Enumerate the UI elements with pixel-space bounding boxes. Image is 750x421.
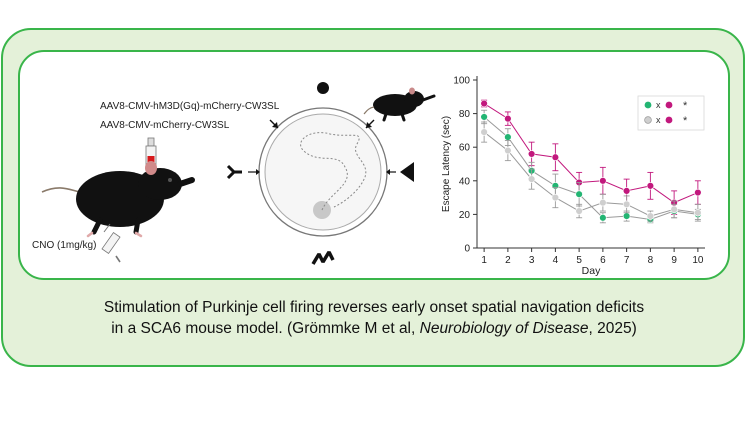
data-point-gray bbox=[646, 212, 655, 220]
y-tick-label: 60 bbox=[459, 143, 471, 154]
data-point-green bbox=[504, 133, 512, 141]
visual-cue-fork-icon bbox=[226, 164, 242, 180]
x-tick-label: 1 bbox=[481, 255, 487, 266]
x-tick-label: 5 bbox=[576, 255, 582, 266]
series-group bbox=[480, 99, 702, 224]
data-point-green bbox=[575, 190, 583, 198]
data-point-gray bbox=[480, 128, 488, 136]
injection-illustration: AAV8-CMV-hM3D(Gq)-mCherry-CW3SL AAV8-CMV… bbox=[32, 101, 280, 263]
swim-path bbox=[300, 132, 367, 211]
legend-row2-mark: x bbox=[656, 115, 661, 125]
data-point-magenta bbox=[622, 187, 631, 195]
legend-green-marker bbox=[644, 101, 652, 109]
data-point-green bbox=[599, 214, 607, 222]
data-point-green bbox=[480, 113, 488, 121]
small-mouse-icon bbox=[363, 87, 436, 122]
data-point-gray bbox=[575, 207, 583, 215]
figure-canvas: AAV8-CMV-hM3D(Gq)-mCherry-CW3SL AAV8-CMV… bbox=[32, 76, 705, 277]
x-tick-label: 2 bbox=[505, 255, 511, 266]
data-point-green bbox=[622, 212, 631, 220]
caption-line-2: in a SCA6 mouse model. (Grömmke M et al,… bbox=[18, 318, 730, 339]
caption-line-2-start: in a SCA6 mouse model. (Grömmke M et al, bbox=[111, 320, 420, 337]
x-tick-label: 9 bbox=[671, 255, 677, 266]
x-tick-label: 6 bbox=[600, 255, 606, 266]
y-tick-label: 80 bbox=[459, 109, 471, 120]
x-axis: 1 2 3 4 5 6 7 8 9 10 bbox=[477, 247, 705, 266]
x-tick-label: 4 bbox=[553, 255, 559, 266]
caption-line-2-end: , 2025) bbox=[588, 320, 637, 337]
legend: x * x * bbox=[637, 95, 705, 131]
mouse-icon bbox=[41, 161, 195, 238]
x-tick-label: 10 bbox=[692, 255, 704, 266]
construct-control-label: AAV8-CMV-mCherry-CW3SL bbox=[100, 120, 230, 131]
y-tick-label: 20 bbox=[459, 210, 471, 221]
x-tick-label: 8 bbox=[648, 255, 654, 266]
visual-cue-circle bbox=[317, 82, 329, 94]
data-point-gray bbox=[527, 175, 536, 183]
series-line-green bbox=[483, 116, 698, 220]
y-tick-label: 0 bbox=[464, 244, 470, 255]
data-point-magenta bbox=[504, 114, 512, 123]
legend-row1-mark: x bbox=[656, 100, 661, 110]
legend-magenta-marker-2 bbox=[665, 116, 673, 124]
legend-gray-marker bbox=[644, 116, 652, 124]
figure-panel: AAV8-CMV-hM3D(Gq)-mCherry-CW3SL AAV8-CMV… bbox=[18, 50, 730, 280]
series-line-magenta bbox=[483, 103, 699, 204]
data-point-magenta bbox=[694, 188, 702, 197]
data-point-gray bbox=[551, 193, 560, 202]
legend-row2-star: * bbox=[683, 115, 688, 127]
visual-cue-zigzag-icon bbox=[311, 251, 335, 265]
data-point-magenta bbox=[646, 182, 655, 190]
data-point-magenta bbox=[527, 150, 536, 158]
y-axis-label: Escape Latency (sec) bbox=[441, 116, 452, 212]
y-axis: 0 20 40 60 80 100 bbox=[453, 76, 478, 255]
data-point-gray bbox=[504, 146, 512, 155]
x-axis-label: Day bbox=[582, 265, 601, 277]
water-maze-illustration bbox=[226, 82, 436, 265]
escape-latency-chart: 0 20 40 60 80 100 1 2 3 4 5 6 7 8 9 10 Escape Latency … bbox=[441, 76, 705, 277]
data-point-gray bbox=[599, 198, 607, 207]
series-line-gray bbox=[483, 131, 698, 217]
y-tick-label: 40 bbox=[459, 176, 471, 187]
cno-syringe-icon bbox=[101, 223, 121, 263]
data-point-gray bbox=[622, 200, 631, 209]
construct-gq-label: AAV8-CMV-hM3D(Gq)-mCherry-CW3SL bbox=[100, 101, 280, 112]
data-point-magenta bbox=[480, 99, 488, 108]
legend-magenta-marker bbox=[665, 101, 673, 109]
caption-journal: Neurobiology of Disease bbox=[419, 320, 589, 337]
data-point-gray bbox=[670, 205, 678, 214]
cno-label: CNO (1mg/kg) bbox=[32, 240, 96, 251]
legend-row1-star: * bbox=[683, 100, 688, 112]
series-gray bbox=[480, 121, 702, 222]
figure-caption: Stimulation of Purkinje cell firing reve… bbox=[18, 297, 730, 339]
pool-inner-ring bbox=[264, 113, 382, 231]
data-point-magenta bbox=[551, 153, 560, 161]
y-tick-label: 100 bbox=[453, 76, 470, 87]
data-point-magenta bbox=[599, 177, 607, 185]
visual-cue-triangle-icon bbox=[400, 162, 414, 182]
caption-line-1: Stimulation of Purkinje cell firing reve… bbox=[103, 299, 645, 316]
x-tick-label: 3 bbox=[529, 255, 535, 266]
data-point-gray bbox=[694, 209, 702, 217]
x-tick-label: 7 bbox=[624, 255, 630, 266]
